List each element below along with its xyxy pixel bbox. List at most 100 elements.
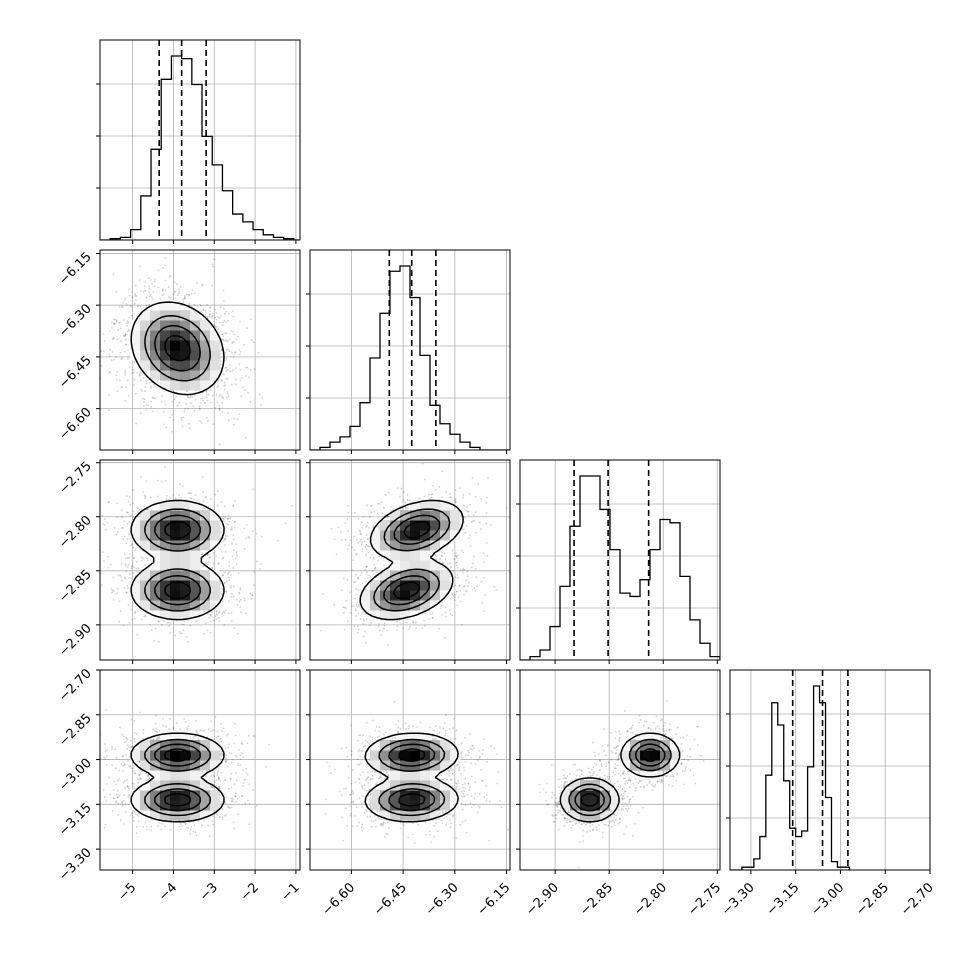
scatter-point: [180, 632, 183, 635]
scatter-point: [205, 562, 207, 565]
scatter-point: [152, 397, 155, 400]
scatter-point: [468, 537, 471, 540]
scatter-point: [223, 624, 226, 626]
density-cell: [420, 580, 431, 591]
density-cell: [180, 320, 191, 331]
scatter-point: [224, 312, 226, 315]
scatter-point: [241, 386, 244, 389]
scatter-point: [177, 292, 180, 295]
scatter-point: [451, 549, 454, 552]
scatter-point: [149, 496, 152, 499]
scatter-point: [231, 341, 234, 344]
scatter-point: [440, 554, 443, 557]
scatter-point: [113, 322, 116, 325]
scatter-point: [124, 335, 126, 338]
scatter-point: [220, 550, 223, 553]
density-cell: [190, 310, 201, 321]
density-cell: [390, 530, 401, 541]
contour-line: [359, 499, 464, 621]
scatter-point: [455, 555, 458, 558]
scatter-point: [134, 302, 136, 305]
scatter-point: [206, 399, 209, 402]
density-cell: [170, 370, 181, 381]
scatter-point: [475, 531, 478, 534]
density-cell: [150, 530, 161, 541]
scatter-point: [217, 776, 220, 779]
density-cell: [170, 550, 181, 561]
scatter-point: [123, 764, 125, 766]
contour-line: [154, 324, 201, 372]
scatter-point: [212, 815, 215, 818]
scatter-point: [421, 462, 424, 465]
scatter-point: [209, 556, 212, 559]
scatter-point: [223, 537, 226, 540]
scatter-point: [132, 368, 135, 371]
scatter-point: [350, 604, 353, 607]
scatter-point: [201, 284, 204, 287]
scatter-point: [217, 316, 219, 319]
scatter-point: [228, 579, 231, 581]
scatter-point: [113, 527, 116, 529]
scatter-point: [234, 351, 237, 354]
scatter-point: [201, 283, 203, 286]
scatter-point: [469, 503, 472, 506]
scatter-point: [222, 338, 225, 341]
scatter-point: [347, 511, 350, 514]
scatter-point: [115, 800, 118, 802]
scatter-point: [364, 630, 366, 633]
scatter-point: [245, 772, 248, 774]
scatter-point: [175, 722, 178, 724]
scatter-point: [202, 490, 204, 493]
scatter-point: [230, 620, 233, 623]
scatter-point: [221, 333, 224, 335]
scatter-point: [81, 293, 83, 295]
scatter-point: [360, 533, 363, 536]
scatter-point: [147, 277, 150, 279]
scatter-point: [134, 612, 137, 615]
scatter-point: [169, 274, 172, 277]
scatter-point: [244, 375, 247, 377]
scatter-point: [133, 617, 136, 620]
scatter-point: [123, 822, 125, 825]
scatter-point: [369, 575, 372, 578]
scatter-point: [145, 296, 148, 299]
scatter-point: [150, 400, 153, 403]
scatter-point: [74, 549, 76, 551]
scatter-point: [235, 367, 237, 369]
scatter-point: [181, 425, 184, 428]
scatter-point: [355, 604, 358, 606]
scatter-point: [368, 624, 371, 627]
scatter-point: [465, 590, 468, 593]
scatter-point: [124, 564, 127, 567]
density-cell: [160, 550, 171, 561]
scatter-point: [113, 318, 115, 321]
scatter-point: [119, 351, 122, 354]
density-cell: [150, 580, 161, 591]
density-cell: [170, 360, 181, 371]
scatter-point: [356, 601, 358, 604]
scatter-point: [126, 320, 129, 323]
density-cell: [200, 520, 211, 531]
scatter-point: [358, 529, 361, 532]
scatter-point: [198, 408, 201, 411]
scatter-point: [246, 773, 249, 776]
scatter-point: [399, 622, 402, 625]
scatter-point: [367, 577, 369, 580]
scatter-point: [452, 595, 455, 597]
scatter-point: [362, 635, 365, 638]
density-cell: [380, 580, 391, 591]
density-cell: [200, 590, 211, 601]
scatter-point: [179, 823, 182, 826]
scatter-point: [362, 516, 365, 518]
scatter-point: [238, 362, 240, 365]
scatter-point: [187, 396, 190, 399]
scatter-point: [235, 338, 238, 341]
scatter-point: [243, 548, 246, 550]
density-cell: [190, 370, 201, 381]
scatter-point: [462, 571, 464, 574]
scatter-point: [211, 394, 214, 397]
scatter-point: [148, 295, 151, 298]
density-cell: [450, 530, 461, 541]
scatter-point: [76, 290, 78, 292]
scatter-point: [493, 585, 496, 588]
